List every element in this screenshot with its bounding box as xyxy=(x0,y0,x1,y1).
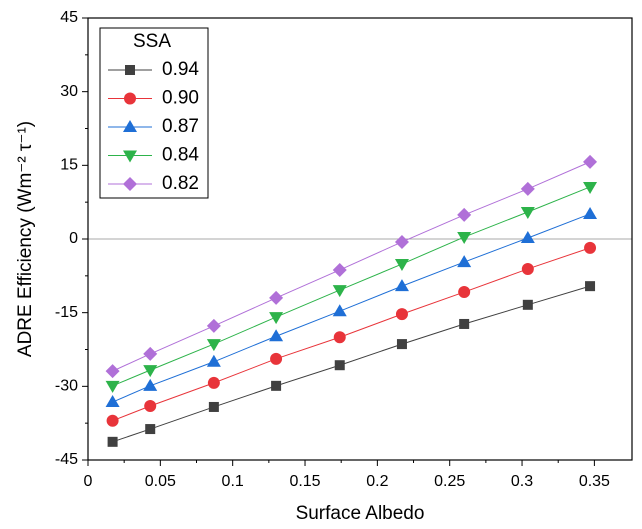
data-point xyxy=(457,207,472,222)
series-line xyxy=(112,285,591,443)
data-point xyxy=(396,339,407,350)
legend-title: SSA xyxy=(133,31,171,52)
x-tick-label: 0.15 xyxy=(289,473,320,490)
y-tick-label: 30 xyxy=(60,83,78,100)
legend-marker xyxy=(125,65,135,75)
legend-label: 0.87 xyxy=(162,116,199,137)
data-point xyxy=(583,154,598,169)
series-line xyxy=(112,186,591,387)
data-point xyxy=(585,281,596,292)
data-point xyxy=(107,436,118,447)
data-point xyxy=(394,259,409,272)
legend-label: 0.90 xyxy=(162,88,199,109)
data-point xyxy=(271,380,282,391)
legend-label: 0.94 xyxy=(162,59,199,80)
data-point xyxy=(105,380,120,393)
x-tick-label: 0 xyxy=(84,473,93,490)
data-point xyxy=(144,399,157,412)
y-tick-label: -45 xyxy=(55,451,78,468)
data-point xyxy=(208,401,219,412)
data-point xyxy=(143,378,158,391)
data-point xyxy=(207,376,220,389)
data-point xyxy=(105,364,120,379)
data-point xyxy=(206,318,221,333)
data-point xyxy=(332,285,347,298)
data-point xyxy=(520,231,535,244)
legend-label: 0.82 xyxy=(162,173,199,194)
data-point xyxy=(583,181,598,194)
data-point xyxy=(394,279,409,292)
data-point xyxy=(206,354,221,367)
data-point xyxy=(457,232,472,245)
x-tick-label: 0.25 xyxy=(434,473,465,490)
x-tick-label: 0.1 xyxy=(222,473,244,490)
data-point xyxy=(206,339,221,352)
data-point xyxy=(520,206,535,219)
data-point xyxy=(521,262,534,275)
x-tick-label: 0.3 xyxy=(511,473,533,490)
data-point xyxy=(270,352,283,365)
data-point xyxy=(145,424,156,435)
data-point xyxy=(522,299,533,310)
data-point xyxy=(332,304,347,317)
plot-frame xyxy=(87,17,633,461)
data-point xyxy=(459,318,470,329)
legend-marker xyxy=(123,150,137,163)
x-tick-label: 0.35 xyxy=(579,473,610,490)
y-tick-label: 15 xyxy=(60,157,78,174)
data-point xyxy=(394,234,409,249)
data-point xyxy=(584,241,597,254)
data-point xyxy=(143,365,158,378)
data-point xyxy=(105,395,120,408)
x-tick-label: 0.2 xyxy=(366,473,388,490)
data-point xyxy=(458,286,471,299)
data-point xyxy=(143,346,158,361)
legend-box xyxy=(99,27,209,199)
data-point xyxy=(269,312,284,325)
legend-marker xyxy=(124,92,136,105)
data-point xyxy=(269,290,284,305)
legend-marker xyxy=(123,120,137,132)
data-point xyxy=(457,255,472,268)
series-line xyxy=(112,247,591,422)
data-point xyxy=(583,206,598,219)
legend-label: 0.84 xyxy=(162,145,199,166)
x-axis-label: Surface Albedo xyxy=(296,503,425,524)
data-point xyxy=(106,414,119,427)
data-point xyxy=(334,360,345,371)
data-point xyxy=(520,181,535,196)
y-tick-label: -15 xyxy=(55,304,78,321)
data-point xyxy=(333,331,346,344)
y-tick-label: 0 xyxy=(69,230,78,247)
y-tick-label: -30 xyxy=(55,378,78,395)
x-tick-label: 0.05 xyxy=(145,473,176,490)
data-point xyxy=(269,329,284,342)
legend-marker xyxy=(123,177,137,191)
y-tick-label: 45 xyxy=(60,9,78,26)
data-point xyxy=(332,262,347,277)
data-point xyxy=(395,308,408,321)
y-axis-label: ADRE Efficiency (Wm⁻² τ⁻¹) xyxy=(15,121,36,357)
